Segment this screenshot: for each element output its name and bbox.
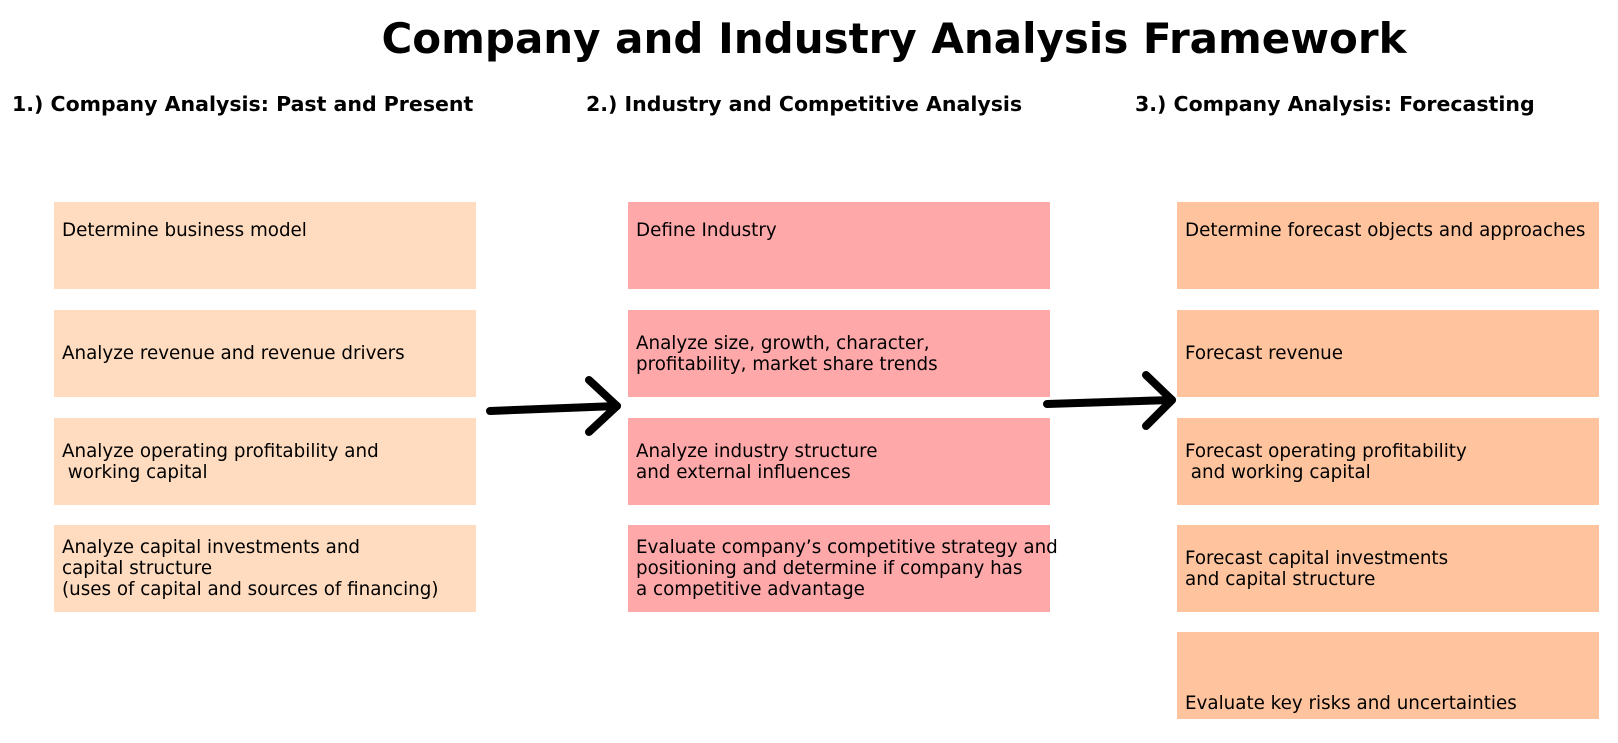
box-determine-forecast-objects: Determine forecast objects and approache… <box>1177 202 1599 289</box>
box-analyze-size-growth: Analyze size, growth, character, profita… <box>628 310 1050 397</box>
column-heading-past-present: 1.) Company Analysis: Past and Present <box>12 92 474 116</box>
diagram-title: Company and Industry Analysis Framework <box>381 14 1407 63</box>
box-analyze-operating-profitability: Analyze operating profitability and work… <box>54 418 476 505</box>
box-forecast-revenue: Forecast revenue <box>1177 310 1599 397</box>
box-analyze-revenue: Analyze revenue and revenue drivers <box>54 310 476 397</box>
column-heading-forecasting: 3.) Company Analysis: Forecasting <box>1135 92 1535 116</box>
column-heading-industry: 2.) Industry and Competitive Analysis <box>586 92 1023 116</box>
box-define-industry: Define Industry <box>628 202 1050 289</box>
box-analyze-industry-structure: Analyze industry structure and external … <box>628 418 1050 505</box>
box-forecast-operating-profitability: Forecast operating profitability and wor… <box>1177 418 1599 505</box>
box-forecast-capital-investments: Forecast capital investments and capital… <box>1177 525 1599 612</box>
arrow-right-icon <box>486 376 621 436</box>
box-evaluate-competitive-strategy: Evaluate company’s competitive strategy … <box>628 525 1058 612</box>
arrow-right-icon <box>1043 371 1176 430</box>
box-evaluate-key-risks: Evaluate key risks and uncertainties <box>1177 632 1599 719</box>
box-analyze-capital-investments: Analyze capital investments and capital … <box>54 525 476 612</box>
box-determine-business-model: Determine business model <box>54 202 476 289</box>
